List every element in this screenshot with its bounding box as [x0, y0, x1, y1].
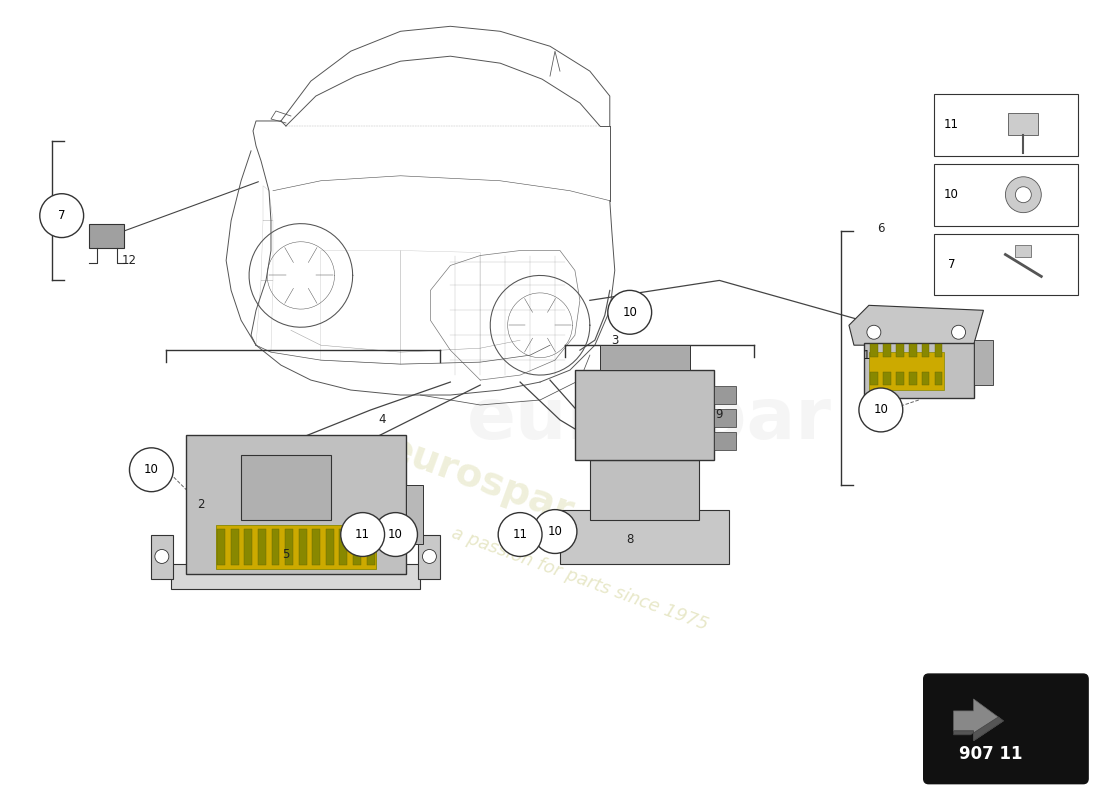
Text: 4: 4: [378, 414, 386, 426]
FancyBboxPatch shape: [600, 345, 690, 370]
Circle shape: [952, 326, 966, 339]
FancyBboxPatch shape: [714, 432, 736, 450]
FancyBboxPatch shape: [869, 352, 944, 390]
Text: 10: 10: [623, 306, 637, 319]
FancyBboxPatch shape: [922, 344, 930, 357]
FancyBboxPatch shape: [366, 529, 375, 566]
FancyBboxPatch shape: [924, 674, 1088, 784]
FancyBboxPatch shape: [340, 529, 348, 566]
FancyBboxPatch shape: [285, 529, 293, 566]
FancyBboxPatch shape: [870, 344, 878, 357]
Polygon shape: [954, 699, 1003, 741]
FancyBboxPatch shape: [883, 371, 891, 385]
FancyBboxPatch shape: [560, 510, 729, 565]
FancyBboxPatch shape: [89, 224, 124, 247]
FancyBboxPatch shape: [922, 371, 930, 385]
FancyBboxPatch shape: [326, 529, 333, 566]
Circle shape: [374, 513, 418, 557]
FancyBboxPatch shape: [909, 371, 916, 385]
Circle shape: [155, 550, 168, 563]
FancyBboxPatch shape: [299, 529, 307, 566]
FancyBboxPatch shape: [935, 371, 943, 385]
FancyBboxPatch shape: [934, 94, 1078, 156]
FancyBboxPatch shape: [714, 386, 736, 404]
FancyBboxPatch shape: [935, 344, 943, 357]
FancyBboxPatch shape: [590, 460, 700, 519]
FancyBboxPatch shape: [714, 409, 736, 427]
Text: 2: 2: [198, 498, 205, 511]
Circle shape: [534, 510, 576, 554]
Text: 11: 11: [355, 528, 371, 541]
FancyBboxPatch shape: [241, 455, 331, 519]
Text: 10: 10: [388, 528, 403, 541]
Polygon shape: [849, 306, 983, 345]
Text: eurospar: eurospar: [382, 428, 579, 531]
Text: 10: 10: [873, 403, 889, 417]
FancyBboxPatch shape: [353, 529, 361, 566]
FancyBboxPatch shape: [934, 164, 1078, 226]
FancyBboxPatch shape: [1009, 113, 1038, 135]
Polygon shape: [954, 717, 1003, 741]
Text: 907 11: 907 11: [959, 745, 1022, 762]
Text: eurospar: eurospar: [468, 386, 832, 454]
FancyBboxPatch shape: [870, 371, 878, 385]
FancyBboxPatch shape: [257, 529, 266, 566]
Text: 11: 11: [513, 528, 528, 541]
FancyBboxPatch shape: [312, 529, 320, 566]
FancyBboxPatch shape: [272, 529, 279, 566]
Circle shape: [867, 326, 881, 339]
FancyBboxPatch shape: [909, 344, 916, 357]
Circle shape: [608, 290, 651, 334]
Text: 12: 12: [122, 254, 138, 267]
FancyBboxPatch shape: [883, 344, 891, 357]
Text: 5: 5: [283, 548, 289, 561]
Text: 3: 3: [612, 334, 618, 346]
Text: 7: 7: [58, 209, 66, 222]
FancyBboxPatch shape: [186, 435, 406, 574]
Circle shape: [341, 513, 385, 557]
Text: 10: 10: [548, 525, 562, 538]
FancyBboxPatch shape: [974, 340, 993, 385]
FancyBboxPatch shape: [1015, 245, 1032, 257]
FancyBboxPatch shape: [217, 529, 226, 566]
Text: 1: 1: [864, 349, 870, 362]
Text: 9: 9: [716, 409, 723, 422]
Text: 7: 7: [948, 258, 956, 271]
Text: 11: 11: [944, 118, 959, 131]
Text: a passion for parts since 1975: a passion for parts since 1975: [449, 525, 711, 634]
FancyBboxPatch shape: [231, 529, 239, 566]
FancyBboxPatch shape: [244, 529, 252, 566]
FancyBboxPatch shape: [152, 534, 174, 579]
Circle shape: [130, 448, 174, 492]
Text: 10: 10: [944, 188, 959, 202]
FancyBboxPatch shape: [864, 342, 974, 398]
Circle shape: [498, 513, 542, 557]
FancyBboxPatch shape: [934, 234, 1078, 295]
Circle shape: [422, 550, 437, 563]
FancyBboxPatch shape: [172, 565, 420, 590]
FancyBboxPatch shape: [575, 370, 714, 460]
Text: 8: 8: [626, 533, 634, 546]
Circle shape: [40, 194, 84, 238]
FancyBboxPatch shape: [896, 371, 903, 385]
FancyBboxPatch shape: [217, 525, 375, 570]
FancyBboxPatch shape: [896, 344, 903, 357]
Text: 6: 6: [877, 222, 884, 235]
Circle shape: [859, 388, 903, 432]
FancyBboxPatch shape: [418, 534, 440, 579]
Circle shape: [1005, 177, 1042, 213]
Text: 10: 10: [144, 463, 158, 476]
Circle shape: [1015, 186, 1032, 202]
FancyBboxPatch shape: [406, 485, 424, 545]
